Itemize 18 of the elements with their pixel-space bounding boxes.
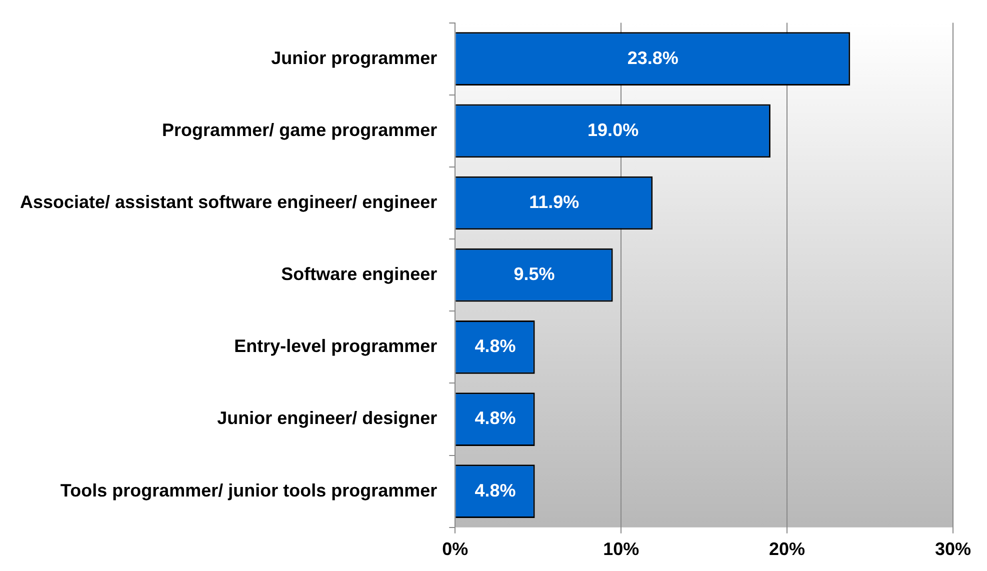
x-tick-label: 10% bbox=[603, 539, 640, 560]
y-tick-label: Entry-level programmer bbox=[234, 336, 438, 356]
y-tick-label: Programmer/ game programmer bbox=[162, 120, 438, 140]
y-tick-label: Software engineer bbox=[281, 264, 438, 284]
y-tick-label: Junior engineer/ designer bbox=[217, 408, 438, 428]
x-tick-label: 30% bbox=[934, 539, 972, 560]
y-tick-label: Tools programmer/ junior tools programmer bbox=[60, 480, 438, 500]
x-tick-label: 20% bbox=[769, 539, 806, 560]
data-label: 9.5% bbox=[514, 264, 555, 284]
data-label: 23.8% bbox=[627, 48, 678, 68]
data-label: 4.8% bbox=[474, 408, 516, 428]
x-tick-label: 0% bbox=[442, 539, 468, 560]
data-label: 11.9% bbox=[529, 192, 580, 212]
y-tick-label: Associate/ assistant software engineer/ engineer bbox=[20, 192, 438, 212]
y-tick-label: Junior programmer bbox=[271, 48, 438, 68]
data-label: 4.8% bbox=[474, 336, 516, 356]
data-label: 19.0% bbox=[588, 120, 639, 140]
data-label: 4.8% bbox=[474, 480, 516, 500]
